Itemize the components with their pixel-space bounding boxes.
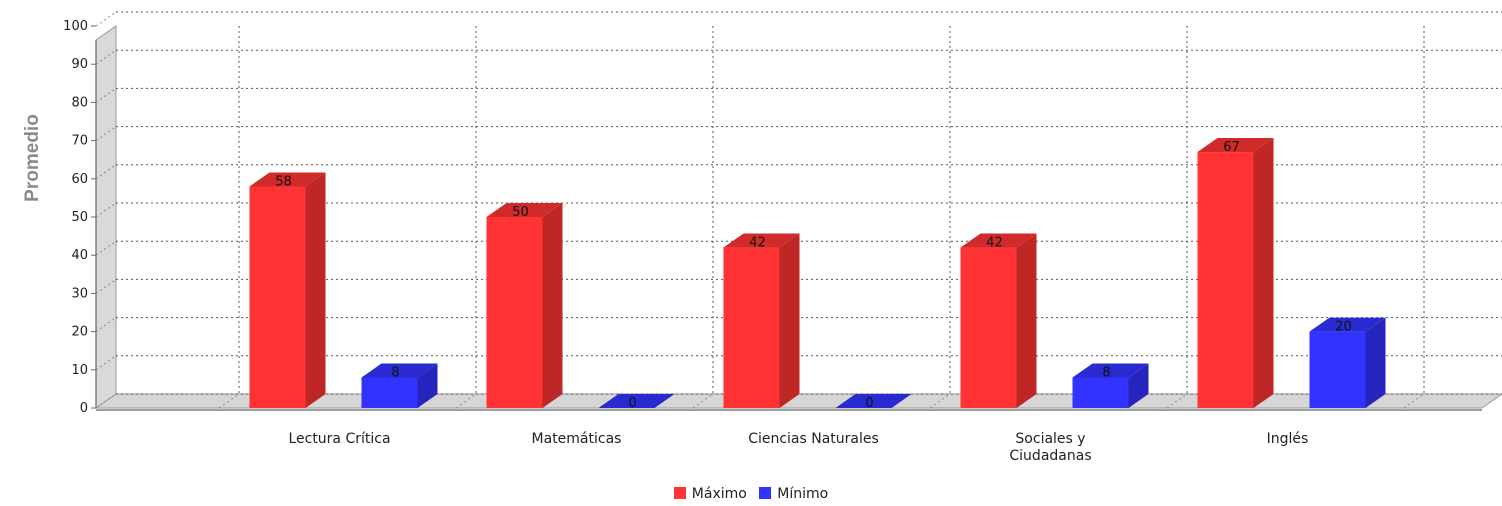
data-label: 42 — [749, 236, 766, 251]
gridline-wall — [95, 164, 117, 180]
gridline-wall — [95, 393, 117, 409]
bar-side — [1253, 138, 1274, 408]
x-tick-label: Inglés — [1267, 431, 1309, 447]
bar-Mínimo-4 — [1309, 317, 1386, 408]
data-label: 20 — [1335, 320, 1352, 335]
bar-Máximo-4 — [1197, 138, 1274, 408]
bar-top — [249, 172, 326, 187]
left-wall — [95, 25, 117, 409]
gridline-floor — [455, 393, 477, 409]
gridline-floor — [1166, 393, 1188, 409]
y-tick-label: 50 — [71, 210, 88, 225]
bars — [249, 138, 1386, 408]
data-label: 0 — [865, 396, 873, 411]
bar-front — [723, 247, 780, 408]
bar-Máximo-0 — [249, 172, 326, 408]
gridline-floor — [218, 393, 240, 409]
gridline-wall — [95, 355, 117, 371]
y-tick-label: 70 — [71, 134, 88, 149]
data-label: 8 — [1102, 365, 1110, 380]
gridline-floor — [1403, 393, 1425, 409]
data-label: 0 — [628, 396, 636, 411]
bar-side — [1016, 233, 1037, 408]
bar-front — [1072, 377, 1129, 408]
bar-side — [1365, 317, 1386, 408]
y-tick-label: 80 — [71, 95, 88, 110]
y-tick-label: 30 — [71, 286, 88, 301]
gridline-floor — [692, 393, 714, 409]
y-tick-label: 60 — [71, 172, 88, 187]
data-label: 58 — [275, 174, 292, 189]
bar-front — [249, 186, 306, 408]
gridline-wall — [95, 278, 117, 294]
gridline-wall — [95, 202, 117, 218]
gridline-floor — [929, 393, 951, 409]
y-tick-label: 20 — [71, 325, 88, 340]
x-tick-label: Ciencias Naturales — [748, 431, 879, 447]
gridline-wall — [95, 11, 117, 27]
x-tick-label: Lectura Crítica — [288, 431, 390, 447]
y-tick-label: 10 — [71, 363, 88, 378]
bar-side — [1128, 363, 1149, 408]
gridline-wall — [95, 317, 117, 333]
bar-front — [960, 247, 1017, 408]
legend-label-minimo: Mínimo — [777, 486, 829, 502]
y-tick-label: 100 — [63, 19, 88, 34]
gridline-wall — [95, 87, 117, 103]
data-label: 67 — [1223, 140, 1240, 155]
y-axis-label: Promedio — [22, 114, 43, 202]
bar-Mínimo-1 — [598, 394, 675, 408]
x-tick-label: Matemáticas — [532, 431, 622, 447]
y-tick-label: 40 — [71, 248, 88, 263]
bar-Mínimo-0 — [361, 363, 438, 408]
legend-swatch-maximo — [673, 487, 686, 499]
bar-top — [361, 363, 438, 378]
legend-item-maximo: Máximo — [673, 486, 747, 502]
bar-front — [361, 377, 418, 408]
legend: Máximo Mínimo — [0, 486, 1502, 502]
bar-Máximo-2 — [723, 233, 800, 408]
y-tick-label: 90 — [71, 57, 88, 72]
y-tick-label: 0 — [80, 401, 88, 416]
x-tick-label: Sociales y Ciudadanas — [1009, 431, 1091, 464]
bar-front — [486, 217, 543, 408]
legend-item-minimo: Mínimo — [759, 486, 828, 502]
bar-top — [723, 233, 800, 248]
bar-top — [1309, 317, 1386, 332]
bar-top — [1072, 363, 1149, 378]
data-label: 42 — [986, 236, 1003, 251]
bar-side — [542, 203, 563, 408]
data-label: 50 — [512, 205, 529, 220]
bar-top — [835, 394, 912, 408]
bar-side — [305, 172, 326, 408]
bar-Mínimo-3 — [1072, 363, 1149, 408]
bar-Máximo-3 — [960, 233, 1037, 408]
bar-top — [960, 233, 1037, 248]
bar-top — [598, 394, 675, 408]
legend-swatch-minimo — [759, 487, 772, 499]
data-label: 8 — [391, 365, 399, 380]
bar-side — [417, 363, 438, 408]
bar-Máximo-1 — [486, 203, 563, 408]
bar-front — [1309, 331, 1366, 408]
bar-top — [1197, 138, 1274, 153]
legend-label-maximo: Máximo — [691, 486, 747, 502]
gridline-wall — [95, 126, 117, 142]
gridline-wall — [95, 240, 117, 256]
bar-top — [486, 203, 563, 217]
bar-side — [779, 233, 800, 408]
gridline-wall — [95, 49, 117, 65]
bar-Mínimo-2 — [835, 394, 912, 408]
bar-front — [1197, 152, 1254, 408]
